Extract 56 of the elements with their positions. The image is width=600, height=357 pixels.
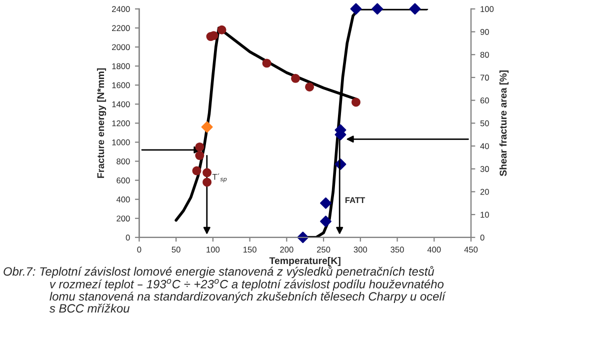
- y-tick-label: 200: [116, 216, 130, 222]
- y-tick-label: 800: [116, 158, 130, 164]
- point: [262, 58, 272, 68]
- x-tick-label: 50: [172, 246, 180, 253]
- y-tick-label: 2400: [112, 6, 130, 12]
- point: [195, 151, 204, 160]
- point: [409, 3, 421, 15]
- x-tick-label: 350: [390, 246, 404, 253]
- y-tick-label: 1000: [112, 139, 130, 146]
- point: [201, 121, 213, 133]
- point: [320, 216, 332, 228]
- point: [320, 197, 332, 209]
- point: [372, 3, 384, 15]
- point: [217, 25, 226, 34]
- y2-tick-label: 80: [480, 52, 489, 58]
- point: [192, 166, 202, 176]
- point: [202, 168, 212, 178]
- x-tick-label: 400: [427, 246, 441, 253]
- point: [291, 74, 300, 83]
- annotation: FATT: [345, 197, 366, 204]
- y2-axis-title: Shear fracture area [%]: [499, 70, 509, 176]
- annotation: T´$_{sp}$: [212, 174, 227, 182]
- y-tick-label: 1800: [112, 63, 130, 70]
- text: Obr.7: Teplotní závislost lomové energie stanovená z výsledků penetračních testů v rozmezí teplot – 193$^{o}$C ÷ +23$^{o}$C a teplotní závislost podílu houževnatého lomu stanovená na standardizovaných zkušebních tělesech Charpy u ocelí s BCC mřížkou: [4, 266, 446, 313]
- y2-tick-label: 30: [480, 166, 489, 172]
- x-tick-label: 200: [280, 246, 294, 253]
- y-tick-label: 600: [116, 177, 130, 184]
- x-tick-label: 450: [464, 246, 478, 253]
- y-tick-label: 2000: [112, 44, 130, 50]
- y2-tick-label: 70: [480, 74, 489, 81]
- y-tick-label: 0: [126, 234, 130, 241]
- y2-tick-label: 20: [480, 188, 489, 195]
- point: [351, 98, 360, 107]
- x-tick-label: 100: [206, 246, 220, 253]
- x-tick-label: 300: [354, 246, 368, 253]
- y-tick-label: 2200: [112, 25, 130, 32]
- y-tick-label: 1400: [112, 101, 130, 108]
- point: [305, 82, 314, 92]
- x-tick-label: 250: [317, 246, 330, 253]
- point: [195, 142, 204, 152]
- y-axis-title: Fracture energy [N*mm]: [96, 68, 106, 178]
- y2-tick-label: 60: [480, 98, 489, 104]
- point: [350, 3, 362, 15]
- y-tick-label: 1200: [112, 120, 130, 126]
- y2-tick-label: 100: [480, 6, 494, 12]
- y2-tick-label: 90: [480, 28, 489, 35]
- point: [202, 178, 212, 187]
- y-tick-label: 400: [116, 196, 130, 202]
- y2-tick-label: 40: [480, 143, 489, 150]
- y-tick-label: 1600: [112, 82, 130, 88]
- y2-tick-label: 50: [480, 120, 489, 126]
- y2-tick-label: 10: [480, 212, 489, 218]
- x-axis-title: Temperature[K]: [269, 256, 340, 266]
- x-tick-label: 150: [243, 246, 256, 253]
- y2-tick-label: 0: [480, 234, 484, 241]
- x-tick-label: 0: [137, 246, 142, 253]
